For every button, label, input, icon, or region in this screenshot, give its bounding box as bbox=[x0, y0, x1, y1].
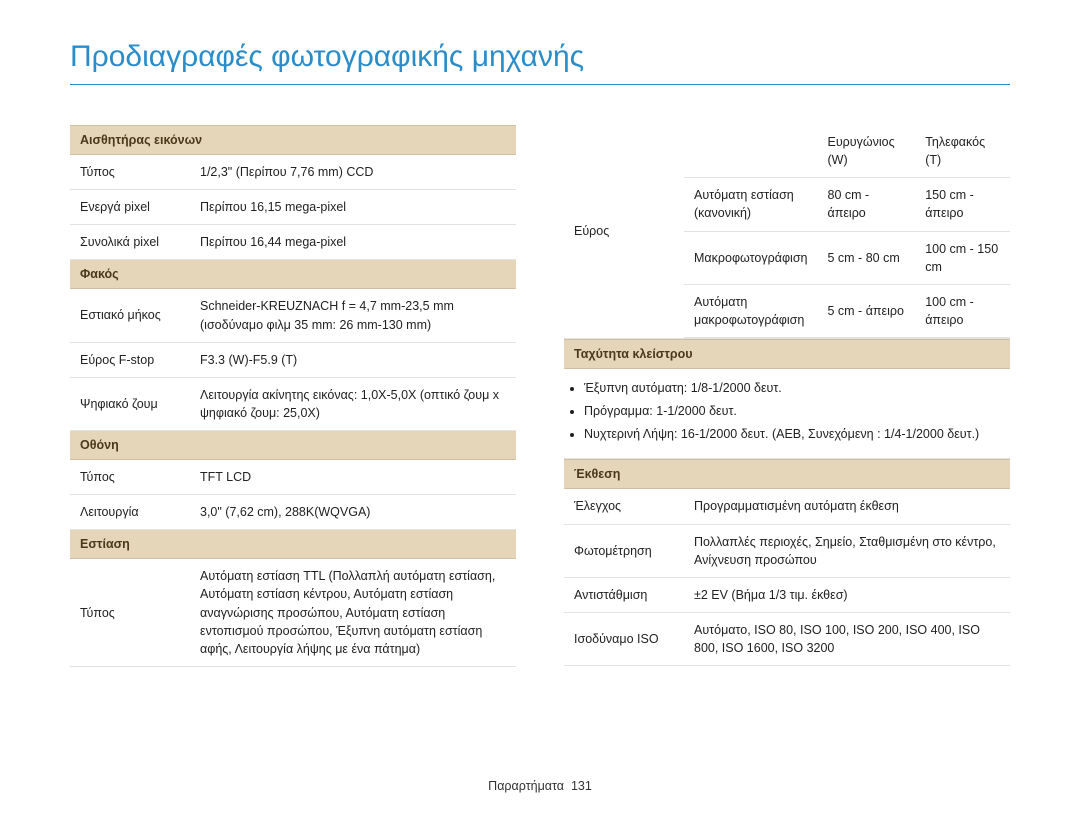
spec-value: Αυτόματη εστίαση TTL (Πολλαπλή αυτόματη … bbox=[190, 559, 516, 667]
shutter-bullets: Έξυπνη αυτόματη: 1/8-1/2000 δευτ. Πρόγρα… bbox=[564, 369, 1010, 459]
col-head-wide: Ευρυγώνιος (W) bbox=[818, 125, 916, 178]
spec-label: Τύπος bbox=[70, 155, 190, 190]
sub-value: 100 cm - 150 cm bbox=[915, 231, 1010, 284]
footer-page: 131 bbox=[571, 779, 592, 793]
spec-value: Περίπου 16,44 mega-pixel bbox=[190, 225, 516, 260]
spec-label: Εύρος bbox=[564, 125, 684, 339]
spec-value: 3,0" (7,62 cm), 288K(WQVGA) bbox=[190, 495, 516, 530]
sub-value: 80 cm - άπειρο bbox=[818, 178, 916, 231]
spec-label: Τύπος bbox=[70, 559, 190, 667]
sub-value: 150 cm - άπειρο bbox=[915, 178, 1010, 231]
sub-label: Μακροφωτογράφιση bbox=[684, 231, 818, 284]
footer-label: Παραρτήματα bbox=[488, 779, 564, 793]
spec-value: TFT LCD bbox=[190, 460, 516, 495]
page-title: Προδιαγραφές φωτογραφικής μηχανής bbox=[70, 40, 1010, 85]
spec-label: Τύπος bbox=[70, 460, 190, 495]
spec-value: Αυτόματο, ISO 80, ISO 100, ISO 200, ISO … bbox=[684, 612, 1010, 665]
spec-label: Έλεγχος bbox=[564, 489, 684, 524]
spec-label: Συνολικά pixel bbox=[70, 225, 190, 260]
spec-columns: Αισθητήρας εικόνων Τύπος1/2,3" (Περίπου … bbox=[70, 125, 1010, 667]
spec-label: Εύρος F-stop bbox=[70, 342, 190, 377]
sub-empty bbox=[684, 125, 818, 178]
spec-value: Λειτουργία ακίνητης εικόνας: 1,0X-5,0X (… bbox=[190, 377, 516, 430]
sub-label: Αυτόματη εστίαση (κανονική) bbox=[684, 178, 818, 231]
bullet-item: Έξυπνη αυτόματη: 1/8-1/2000 δευτ. bbox=[584, 379, 996, 397]
section-header-focus: Εστίαση bbox=[70, 530, 516, 559]
page-footer: Παραρτήματα 131 bbox=[0, 779, 1080, 793]
left-column: Αισθητήρας εικόνων Τύπος1/2,3" (Περίπου … bbox=[70, 125, 516, 667]
section-header-lens: Φακός bbox=[70, 260, 516, 289]
bullet-item: Πρόγραμμα: 1-1/2000 δευτ. bbox=[584, 402, 996, 420]
section-header-sensor: Αισθητήρας εικόνων bbox=[70, 126, 516, 155]
right-table: Εύρος Ευρυγώνιος (W) Τηλεφακός (T) Αυτόμ… bbox=[564, 125, 1010, 339]
spec-value: Περίπου 16,15 mega-pixel bbox=[190, 190, 516, 225]
sub-label: Αυτόματη μακροφωτογράφιση bbox=[684, 284, 818, 337]
spec-value: Schneider-KREUZNACH f = 4,7 mm-23,5 mm (… bbox=[190, 289, 516, 342]
spec-label: Εστιακό μήκος bbox=[70, 289, 190, 342]
spec-label: Αντιστάθμιση bbox=[564, 577, 684, 612]
col-head-tele: Τηλεφακός (T) bbox=[915, 125, 1010, 178]
spec-label: Λειτουργία bbox=[70, 495, 190, 530]
section-header-shutter: Ταχύτητα κλείστρου bbox=[564, 340, 1010, 369]
spec-label: Ενεργά pixel bbox=[70, 190, 190, 225]
left-table: Αισθητήρας εικόνων Τύπος1/2,3" (Περίπου … bbox=[70, 125, 516, 667]
sub-value: 100 cm - άπειρο bbox=[915, 284, 1010, 337]
spec-value: 1/2,3" (Περίπου 7,76 mm) CCD bbox=[190, 155, 516, 190]
spec-value: ±2 EV (Βήμα 1/3 τιμ. έκθεσ) bbox=[684, 577, 1010, 612]
bullet-item: Νυχτερινή Λήψη: 16-1/2000 δευτ. (ΑΕΒ, Συ… bbox=[584, 425, 996, 443]
section-header-display: Οθόνη bbox=[70, 431, 516, 460]
spec-label: Φωτομέτρηση bbox=[564, 524, 684, 577]
section-header-exposure: Έκθεση bbox=[564, 460, 1010, 489]
spec-label: Ψηφιακό ζουμ bbox=[70, 377, 190, 430]
range-subtable: Ευρυγώνιος (W) Τηλεφακός (T) Αυτόματη εσ… bbox=[684, 125, 1010, 338]
right-column: Εύρος Ευρυγώνιος (W) Τηλεφακός (T) Αυτόμ… bbox=[564, 125, 1010, 667]
sub-value: 5 cm - 80 cm bbox=[818, 231, 916, 284]
spec-value: Προγραμματισμένη αυτόματη έκθεση bbox=[684, 489, 1010, 524]
spec-label: Ισοδύναμο ISO bbox=[564, 612, 684, 665]
sub-value: 5 cm - άπειρο bbox=[818, 284, 916, 337]
spec-value: F3.3 (W)-F5.9 (T) bbox=[190, 342, 516, 377]
right-table-2: Ταχύτητα κλείστρου Έξυπνη αυτόματη: 1/8-… bbox=[564, 339, 1010, 666]
spec-value: Πολλαπλές περιοχές, Σημείο, Σταθμισμένη … bbox=[684, 524, 1010, 577]
